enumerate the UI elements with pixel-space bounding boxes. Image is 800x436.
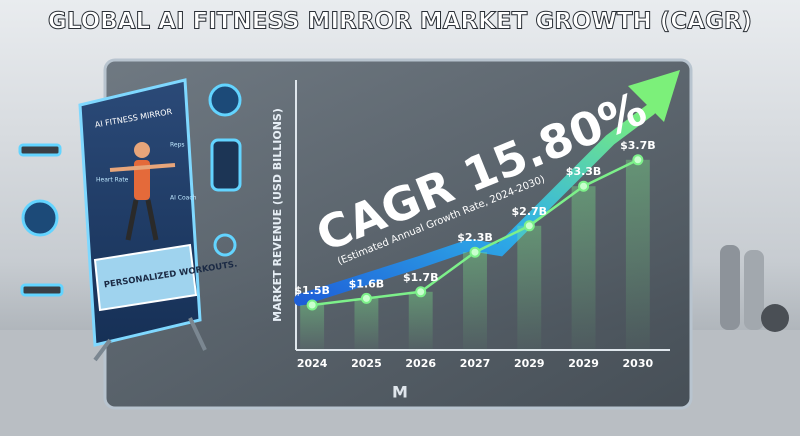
data-point [415, 286, 427, 298]
x-tick-label: 2029 [568, 357, 599, 370]
value-label: $2.3B [457, 231, 493, 244]
x-tick-label: 2025 [351, 357, 382, 370]
x-tick-label: 2026 [405, 357, 436, 370]
roll-mat [720, 245, 740, 330]
data-point [360, 292, 372, 304]
mirror-stat: Heart Rate [96, 177, 129, 184]
data-point [523, 220, 535, 232]
heart-icon [21, 199, 59, 237]
x-tick-label: 2029 [514, 357, 545, 370]
kettlebell [761, 304, 789, 332]
growth-arrow [294, 104, 656, 306]
data-point [578, 180, 590, 192]
bar [300, 305, 325, 350]
bar [571, 186, 596, 350]
mirror-stat: AI Coach [170, 195, 197, 202]
logo: M [392, 383, 408, 402]
phone-icon [210, 138, 242, 192]
roll-mat [744, 250, 764, 330]
dumbbell-icon [20, 283, 64, 297]
bar [408, 291, 433, 350]
figure-body [134, 160, 150, 200]
bar [625, 159, 650, 350]
y-axis-label: MARKET REVENUE (USD BILLIONS) [271, 108, 284, 322]
mirror-stat: Reps [170, 142, 185, 149]
mirror-device: AI FITNESS MIRROR Heart Rate Reps AI Coa… [78, 78, 238, 362]
bar [354, 298, 379, 350]
data-point [632, 154, 644, 166]
icons [18, 83, 242, 297]
x-tick-label: 2027 [460, 357, 491, 370]
figure-arms [109, 163, 176, 172]
chart-title: GLOBAL AI FITNESS MIRROR MARKET GROWTH (… [48, 9, 752, 35]
x-tick-label: 2030 [623, 357, 654, 370]
mirror-stand [188, 317, 207, 351]
banner [93, 243, 198, 312]
dumbbell-icon [18, 143, 62, 157]
value-label: $3.3B [566, 165, 602, 178]
value-label: $1.7B [403, 271, 439, 284]
gear-icon [213, 233, 237, 257]
value-label: $2.7B [512, 205, 548, 218]
value-label: $1.6B [349, 277, 385, 290]
bar [463, 252, 487, 350]
heart-icon [208, 83, 242, 117]
value-label: $3.7B [620, 139, 656, 152]
x-tick-label: 2024 [297, 357, 328, 370]
figure-leg [145, 199, 159, 241]
figure-head [134, 142, 150, 158]
data-point [469, 246, 481, 258]
data-point [306, 299, 318, 311]
arrow-head [628, 70, 680, 122]
value-label: $1.5B [294, 284, 330, 297]
bar [517, 225, 542, 350]
figure-leg [125, 199, 139, 241]
mirror-stand [93, 338, 112, 362]
